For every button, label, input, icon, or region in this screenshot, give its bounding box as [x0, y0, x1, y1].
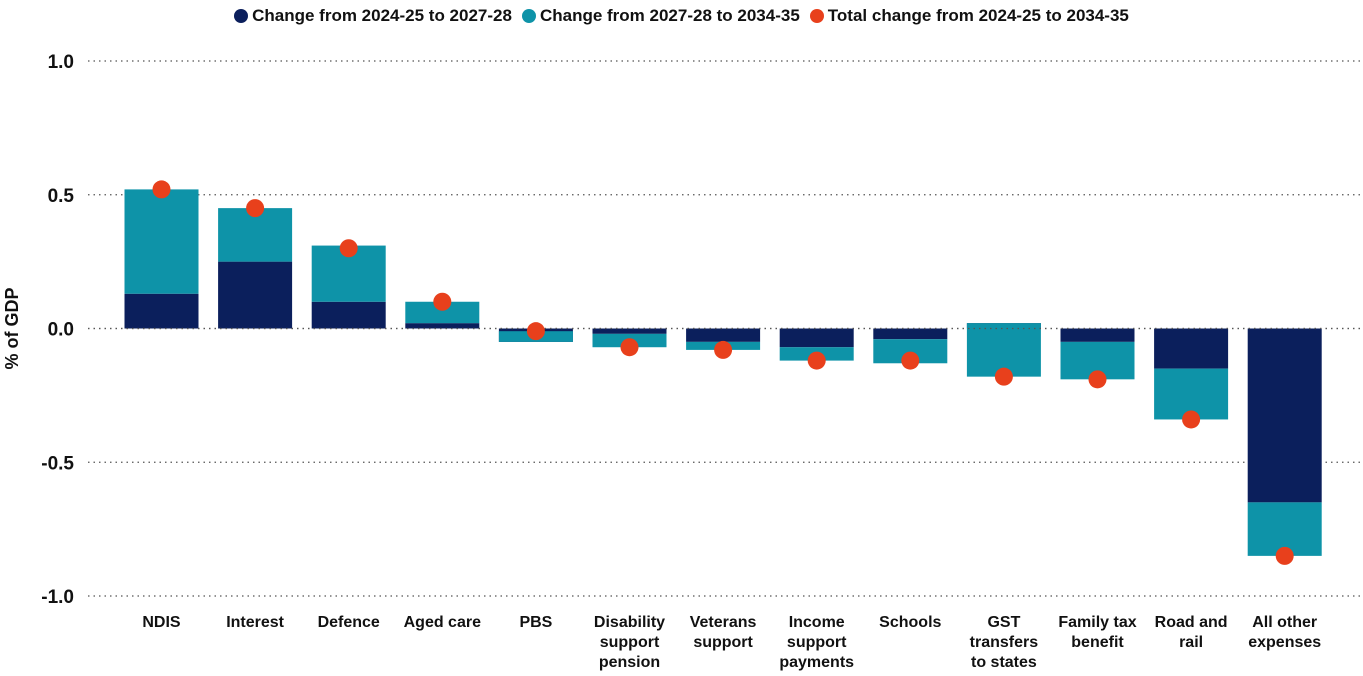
bar-series-1 [124, 293, 199, 329]
bar-series-1 [405, 323, 480, 329]
total-point [1275, 546, 1294, 565]
x-category-label: Interest [226, 614, 284, 631]
total-point [994, 367, 1013, 386]
bar-series-1 [311, 301, 386, 329]
y-axis-ticks: 1.0 0.5 0.0 -0.5 -1.0 [41, 52, 74, 608]
bar-series-2 [124, 189, 199, 294]
legend-label-series-2: Change from 2027-28 to 2034-35 [539, 6, 800, 25]
y-tick-label: 0.5 [48, 186, 75, 207]
legend-label-series-3: Total change from 2024-25 to 2034-35 [827, 6, 1129, 25]
total-point [526, 322, 545, 341]
total-point [152, 180, 171, 199]
legend-marker-series-1 [234, 9, 249, 23]
total-point [714, 340, 733, 359]
bar-series-1 [779, 328, 854, 348]
y-tick-label: -0.5 [41, 453, 74, 474]
x-category-label: Defence [318, 614, 380, 631]
legend: Change from 2024-25 to 2027-28 Change fr… [0, 6, 1363, 26]
bar-series-1 [873, 328, 948, 340]
x-category-label: Aged care [404, 614, 481, 631]
x-axis-categories: NDIS Interest Defence Aged care PBS Disabilit… [142, 614, 1321, 671]
x-category-label: Road and rail [1155, 614, 1228, 651]
legend-label-series-1: Change from 2024-25 to 2027-28 [252, 6, 512, 25]
x-category-label: GST transfers to states [970, 614, 1039, 671]
legend-item-series-2: Change from 2027-28 to 2034-35 [521, 6, 800, 26]
total-point [1182, 410, 1201, 429]
bar-series-1 [1247, 328, 1322, 503]
legend-marker-series-2 [521, 9, 536, 23]
x-category-label: Veterans support [690, 614, 757, 651]
x-category-label: Disability support pension [594, 614, 665, 671]
total-point [620, 338, 639, 357]
y-axis-label: % of GDP [2, 287, 22, 369]
bar-series-1 [592, 328, 667, 334]
x-category-label: Schools [879, 614, 941, 631]
total-point [901, 351, 920, 370]
bars [88, 189, 1360, 556]
legend-item-series-1: Change from 2024-25 to 2027-28 [234, 6, 512, 26]
legend-item-series-3: Total change from 2024-25 to 2034-35 [809, 6, 1129, 26]
y-tick-label: -1.0 [41, 587, 74, 608]
x-category-label: All other expenses [1248, 614, 1321, 651]
bar-series-2 [405, 301, 480, 324]
bar-series-1 [218, 261, 293, 329]
total-point [246, 199, 265, 218]
y-tick-label: 1.0 [48, 52, 74, 73]
total-points [152, 180, 1294, 565]
total-point [433, 292, 452, 311]
y-tick-label: 0.0 [48, 320, 74, 341]
bar-series-1 [1060, 328, 1135, 342]
x-category-label: NDIS [142, 614, 181, 631]
bar-series-1 [686, 328, 761, 342]
legend-marker-series-3 [809, 9, 824, 23]
x-category-label: Family tax benefit [1058, 614, 1136, 651]
bar-series-1 [1154, 328, 1229, 369]
total-point [807, 351, 826, 370]
total-point [339, 239, 358, 258]
x-category-label: Income support payments [779, 614, 854, 671]
x-category-label: PBS [519, 614, 552, 631]
total-point [1088, 370, 1107, 389]
